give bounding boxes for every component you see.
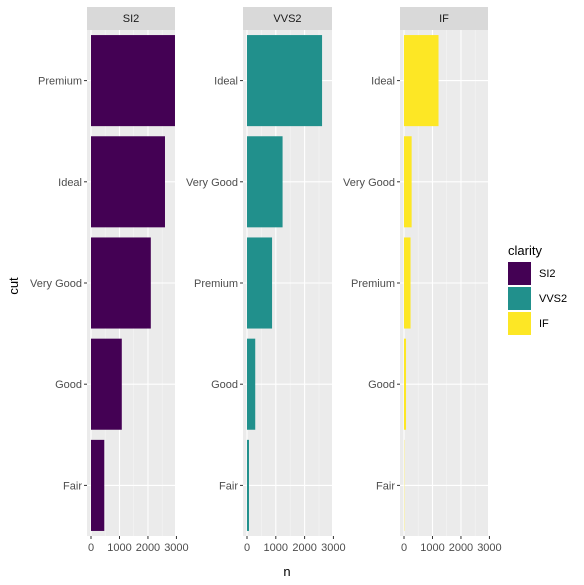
x-tick-label: 1000 (107, 542, 131, 554)
y-tick-label: Premium (351, 278, 395, 290)
x-tick-label: 3000 (321, 542, 345, 554)
y-tick-label: Fair (376, 480, 395, 492)
facet-panel-IF: IF Ideal Very Good Premium Good Fair 0 1000 2000… (343, 7, 502, 554)
y-tick-label: Ideal (371, 76, 395, 88)
x-tick-label: 3000 (164, 542, 188, 554)
facet-panel-VVS2: VVS2 Ideal Very Good Premium Good Fair 0 1000 20… (186, 7, 346, 554)
x-tick-label: 2000 (292, 542, 316, 554)
x-tick-label: 0 (88, 542, 94, 554)
y-tick-label: Very Good (343, 177, 395, 189)
facet-strip-label: SI2 (123, 13, 140, 25)
bar-IF-good (404, 338, 407, 430)
y-tick-label: Fair (63, 480, 82, 492)
x-tick-label: 2000 (449, 542, 473, 554)
legend-key-IF (508, 312, 531, 335)
legend-key-SI2 (508, 262, 531, 285)
legend-label-IF: IF (539, 318, 549, 330)
bar-VVS2-ideal (247, 35, 323, 127)
x-tick-label: 0 (244, 542, 250, 554)
facet-strip (243, 7, 332, 30)
x-tick-label: 3000 (477, 542, 501, 554)
facet-strip (87, 7, 175, 30)
y-tick-label: Good (368, 379, 395, 391)
bar-VVS2-premium (247, 237, 273, 329)
y-tick-label: Very Good (30, 278, 82, 290)
bar-IF-ideal (404, 35, 439, 127)
x-axis-title: n (283, 564, 290, 579)
legend: clarity SI2 VVS2 IF (508, 243, 567, 335)
y-tick-label: Ideal (214, 76, 238, 88)
bar-VVS2-fair (247, 439, 249, 531)
bar-SI2-fair (91, 439, 105, 531)
facet-strip-label: VVS2 (273, 13, 301, 25)
y-tick-label: Good (55, 379, 82, 391)
facet-panel-SI2: SI2 Premium Ideal Very Good Good Fair 0 1000 200… (30, 7, 189, 554)
legend-label-SI2: SI2 (539, 268, 556, 280)
y-tick-label: Premium (38, 76, 82, 88)
y-axis-title: cut (6, 277, 21, 295)
y-tick-label: Good (211, 379, 238, 391)
facet-strip (400, 7, 488, 30)
x-tick-label: 0 (401, 542, 407, 554)
x-tick-label: 1000 (264, 542, 288, 554)
y-tick-label: Fair (219, 480, 238, 492)
x-tick-label: 1000 (420, 542, 444, 554)
facet-strip-label: IF (439, 13, 449, 25)
bar-VVS2-very-good (247, 136, 283, 228)
legend-title: clarity (508, 243, 542, 258)
legend-label-VVS2: VVS2 (539, 293, 567, 305)
y-tick-label: Premium (194, 278, 238, 290)
bar-IF-very-good (404, 136, 412, 228)
bar-SI2-very-good (91, 237, 151, 329)
bar-SI2-good (91, 338, 122, 430)
bar-SI2-premium (91, 35, 175, 127)
bar-IF-premium (404, 237, 411, 329)
y-tick-label: Very Good (186, 177, 238, 189)
y-tick-label: Ideal (58, 177, 82, 189)
x-tick-label: 2000 (136, 542, 160, 554)
bar-SI2-ideal (91, 136, 165, 228)
bar-VVS2-good (247, 338, 256, 430)
legend-key-VVS2 (508, 287, 531, 310)
